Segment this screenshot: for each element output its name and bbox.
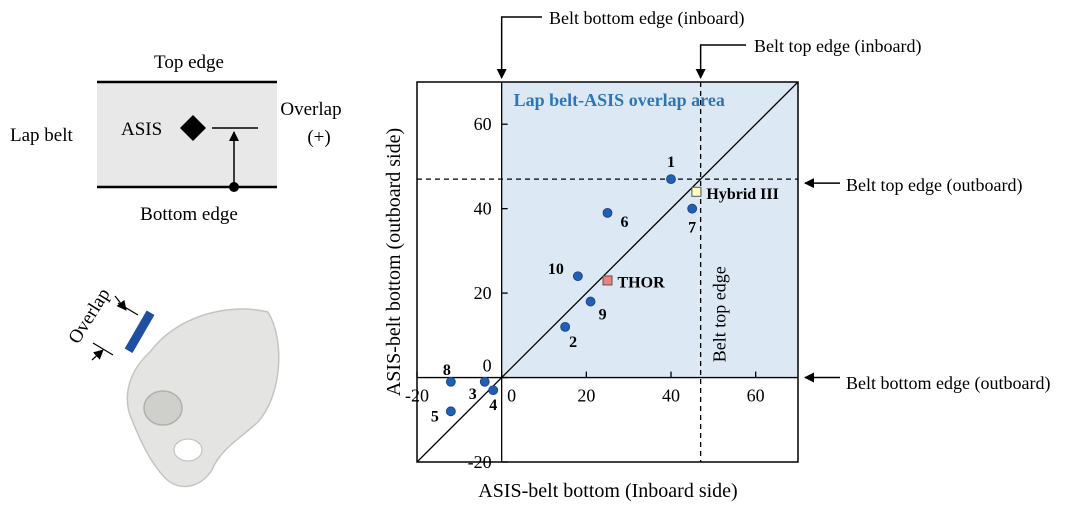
data-point bbox=[572, 271, 583, 282]
data-points: 1 2 34 5 6 7 8 9 10 Hybrid III THOR bbox=[431, 154, 779, 425]
x-tick-label: 60 bbox=[747, 386, 765, 406]
callout-bottom-inboard-label: Belt bottom edge (inboard) bbox=[549, 8, 744, 29]
x-axis-label: ASIS-belt bottom (Inboard side) bbox=[478, 480, 737, 502]
data-point-label: 4 bbox=[489, 397, 497, 414]
obturator-icon bbox=[173, 438, 203, 462]
callout-bottom-inboard-arrow bbox=[496, 16, 542, 79]
scatter-chart: -20 0 20 40 60 -20 20 40 60 0 Lap belt-ASIS overl… bbox=[383, 81, 799, 502]
diagonal-line bbox=[416, 81, 799, 463]
y-tick-label: 40 bbox=[474, 199, 492, 219]
data-point-label: 3 bbox=[469, 386, 477, 403]
data-point bbox=[479, 376, 490, 387]
y-tick-label: -20 bbox=[468, 452, 492, 472]
top-edge-label: Top edge bbox=[154, 52, 224, 73]
overlap-label: Overlap bbox=[280, 99, 341, 120]
pelvis-overlap-label: Overlap bbox=[64, 285, 114, 348]
x-tick-label: 20 bbox=[577, 386, 595, 406]
data-point-label: 5 bbox=[431, 408, 439, 425]
axis-tick-labels: -20 0 20 40 60 -20 20 40 60 0 bbox=[405, 114, 765, 472]
vertical-line-label: Belt top edge bbox=[710, 266, 730, 362]
asis-label: ASIS bbox=[121, 119, 162, 140]
region-label: Lap belt-ASIS overlap area bbox=[514, 90, 725, 110]
overlap-dim-arrow-1 bbox=[114, 295, 127, 311]
data-point bbox=[560, 321, 571, 332]
data-point bbox=[445, 376, 456, 387]
axis-ticks bbox=[416, 123, 757, 463]
y-tick-label: 60 bbox=[474, 114, 492, 134]
data-point-label: 2 bbox=[569, 334, 577, 351]
pelvis-bone-icon bbox=[126, 308, 280, 488]
data-point-label: 6 bbox=[621, 214, 629, 231]
dummy-marker bbox=[691, 186, 702, 197]
lap-belt-label: Lap belt bbox=[10, 125, 74, 146]
bottom-edge-label: Bottom edge bbox=[140, 204, 238, 225]
data-point bbox=[445, 406, 456, 417]
y-tick-label: 0 bbox=[483, 356, 492, 376]
dummy-marker bbox=[602, 275, 613, 286]
lap-belt-schematic: Top edge Bottom edge Lap belt ASIS Overl… bbox=[10, 52, 342, 225]
data-point bbox=[585, 296, 596, 307]
dummy-label: Hybrid III bbox=[706, 186, 778, 203]
overlap-dim-arrow-2 bbox=[91, 349, 104, 361]
pelvis-illustration: Overlap bbox=[64, 285, 280, 488]
callout-bottom-outboard-label: Belt bottom edge (outboard) bbox=[846, 373, 1050, 394]
x-tick-label: 40 bbox=[662, 386, 680, 406]
asis-diamond-icon bbox=[180, 115, 206, 141]
data-point bbox=[687, 203, 698, 214]
overlap-tick-upper bbox=[117, 302, 139, 316]
data-point-label: 7 bbox=[688, 220, 696, 237]
dummy-label: THOR bbox=[618, 274, 666, 291]
data-point bbox=[666, 174, 676, 185]
y-tick-label: 20 bbox=[474, 283, 492, 303]
belt-bottom-dot-icon bbox=[229, 182, 239, 192]
callout-top-inboard-label: Belt top edge (inboard) bbox=[754, 36, 921, 57]
overlap-sign-label: (+) bbox=[307, 127, 330, 148]
plot-frame bbox=[416, 81, 799, 463]
belt-strap-icon bbox=[124, 310, 155, 354]
data-point bbox=[602, 207, 613, 218]
data-point-label: 10 bbox=[548, 261, 564, 278]
data-point-label: 9 bbox=[599, 307, 607, 324]
overlap-tick-lower bbox=[92, 342, 114, 356]
x-tick-label: 0 bbox=[507, 386, 516, 406]
data-point-label: 1 bbox=[667, 154, 675, 171]
callouts: Belt bottom edge (inboard) Belt top edge… bbox=[496, 8, 1050, 394]
callout-top-inboard-arrow bbox=[695, 44, 746, 79]
y-axis-label: ASIS-belt bottom (outboard side) bbox=[383, 128, 405, 396]
data-point-label: 8 bbox=[443, 362, 451, 379]
callout-top-outboard-label: Belt top edge (outboard) bbox=[846, 175, 1022, 196]
x-tick-label: -20 bbox=[405, 386, 429, 406]
acetabulum-icon bbox=[143, 390, 183, 426]
data-point bbox=[488, 385, 499, 396]
